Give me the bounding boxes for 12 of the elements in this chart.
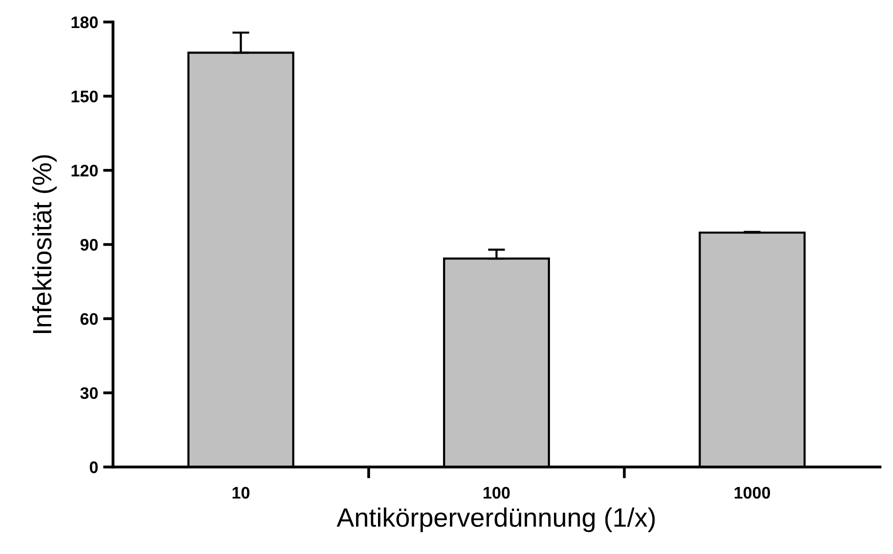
- y-tick-label: 0: [90, 461, 98, 474]
- y-axis-title: Infektiosität (%): [32, 155, 57, 333]
- y-tick-label: 60: [80, 313, 98, 325]
- x-tick-label: 1000: [734, 486, 770, 499]
- y-tick-label: 120: [72, 164, 98, 177]
- x-tick-label: 100: [484, 486, 510, 499]
- y-tick-label: 90: [80, 238, 98, 251]
- x-tick-label: 10: [232, 486, 250, 499]
- x-axis-title: Antikörperverdünnung (1/x): [336, 508, 655, 532]
- y-tick-label: 180: [72, 16, 98, 28]
- y-tick-label: 150: [72, 90, 98, 102]
- y-tick-label: 30: [80, 387, 98, 400]
